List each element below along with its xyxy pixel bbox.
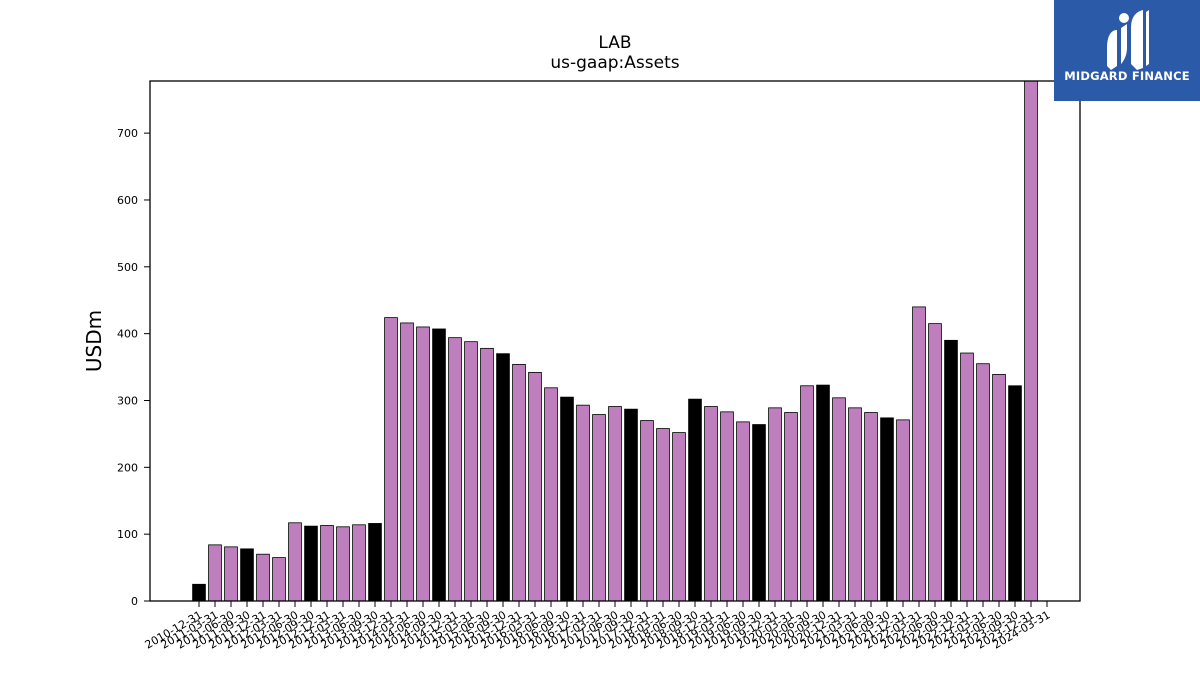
bar-2018-06-30 — [672, 432, 686, 602]
bar-2013-12-31 — [384, 317, 398, 602]
bar-2014-12-31 — [448, 337, 462, 602]
bar-2019-09-30 — [752, 424, 766, 602]
logo-text: MIDGARD FINANCE — [1064, 69, 1190, 83]
bar-2021-03-31 — [848, 407, 862, 602]
bar-2022-06-30 — [928, 323, 942, 602]
bar-2021-12-31 — [896, 419, 910, 602]
bar-2016-06-30 — [544, 387, 558, 602]
bar-2018-09-30 — [688, 398, 702, 602]
bar-2017-06-30 — [608, 406, 622, 602]
bar-2014-09-30 — [432, 328, 446, 602]
bar-2020-03-31 — [784, 412, 798, 602]
y-tick-label: 300 — [117, 394, 138, 407]
bar-2015-03-31 — [464, 341, 478, 602]
plot-frame — [149, 80, 1081, 602]
bar-2023-03-31 — [976, 363, 990, 602]
bar-2017-12-31 — [640, 420, 654, 602]
y-tick-label: 700 — [117, 127, 138, 140]
bar-2019-12-31 — [768, 407, 782, 602]
bar-2021-09-30 — [880, 417, 894, 602]
bar-2020-09-30 — [816, 384, 830, 602]
chart-subtitle: us-gaap:Assets — [550, 53, 679, 73]
chart-title: LAB — [598, 33, 631, 53]
bar-2015-06-30 — [480, 347, 494, 602]
bar-2023-09-30 — [1008, 385, 1022, 602]
y-tick-label: 100 — [117, 528, 138, 541]
bar-2013-06-30 — [352, 524, 366, 602]
bar-2015-09-30 — [496, 353, 510, 602]
bar-2018-12-31 — [704, 406, 718, 602]
bar-2017-03-31 — [592, 414, 606, 602]
bar-2012-09-30 — [304, 525, 318, 602]
bar-2012-12-31 — [320, 525, 334, 602]
bar-2015-12-31 — [512, 363, 526, 602]
bar-2023-12-31 — [1024, 80, 1038, 602]
bar-2011-06-30 — [224, 546, 238, 602]
bar-2014-03-31 — [400, 322, 414, 602]
bars-group — [192, 80, 1038, 602]
bar-2021-06-30 — [864, 412, 878, 602]
bar-2022-12-31 — [960, 352, 974, 602]
bar-2022-03-31 — [912, 306, 926, 602]
bar-2018-03-31 — [656, 428, 670, 602]
bar-2020-12-31 — [832, 397, 846, 602]
bar-2011-12-31 — [256, 553, 270, 602]
bar-2016-03-31 — [528, 372, 542, 602]
bar-2016-12-31 — [576, 404, 590, 602]
bar-2014-06-30 — [416, 326, 430, 602]
bar-2020-06-30 — [800, 385, 814, 602]
y-axis-ticks: 0 100 200 300 400 500 600 700 — [117, 127, 150, 608]
bar-2013-09-30 — [368, 523, 382, 602]
bar-2016-09-30 — [560, 396, 574, 602]
bar-2012-03-31 — [272, 557, 286, 602]
bar-2022-09-30 — [944, 339, 958, 602]
bar-2019-06-30 — [736, 421, 750, 602]
bar-2012-06-30 — [288, 522, 302, 602]
y-tick-label: 400 — [117, 328, 138, 341]
y-tick-label: 500 — [117, 261, 138, 274]
bar-2019-03-31 — [720, 411, 734, 602]
midgard-finance-logo: MIDGARD FINANCE — [1054, 0, 1200, 101]
bar-2011-03-31 — [208, 544, 222, 602]
bar-2017-09-30 — [624, 408, 638, 602]
y-tick-label: 200 — [117, 461, 138, 474]
y-tick-label: 600 — [117, 194, 138, 207]
bar-2023-06-30 — [992, 374, 1006, 602]
y-axis-label: USDm — [82, 310, 106, 372]
bar-2010-12-31 — [192, 583, 206, 602]
x-axis-ticks: 2010-12-312011-03-312011-06-302011-09-30… — [143, 601, 1053, 652]
bar-2013-03-31 — [336, 526, 350, 602]
bar-2011-09-30 — [240, 548, 254, 602]
y-tick-label: 0 — [131, 595, 138, 608]
midgard-logo-icon — [1107, 10, 1149, 70]
